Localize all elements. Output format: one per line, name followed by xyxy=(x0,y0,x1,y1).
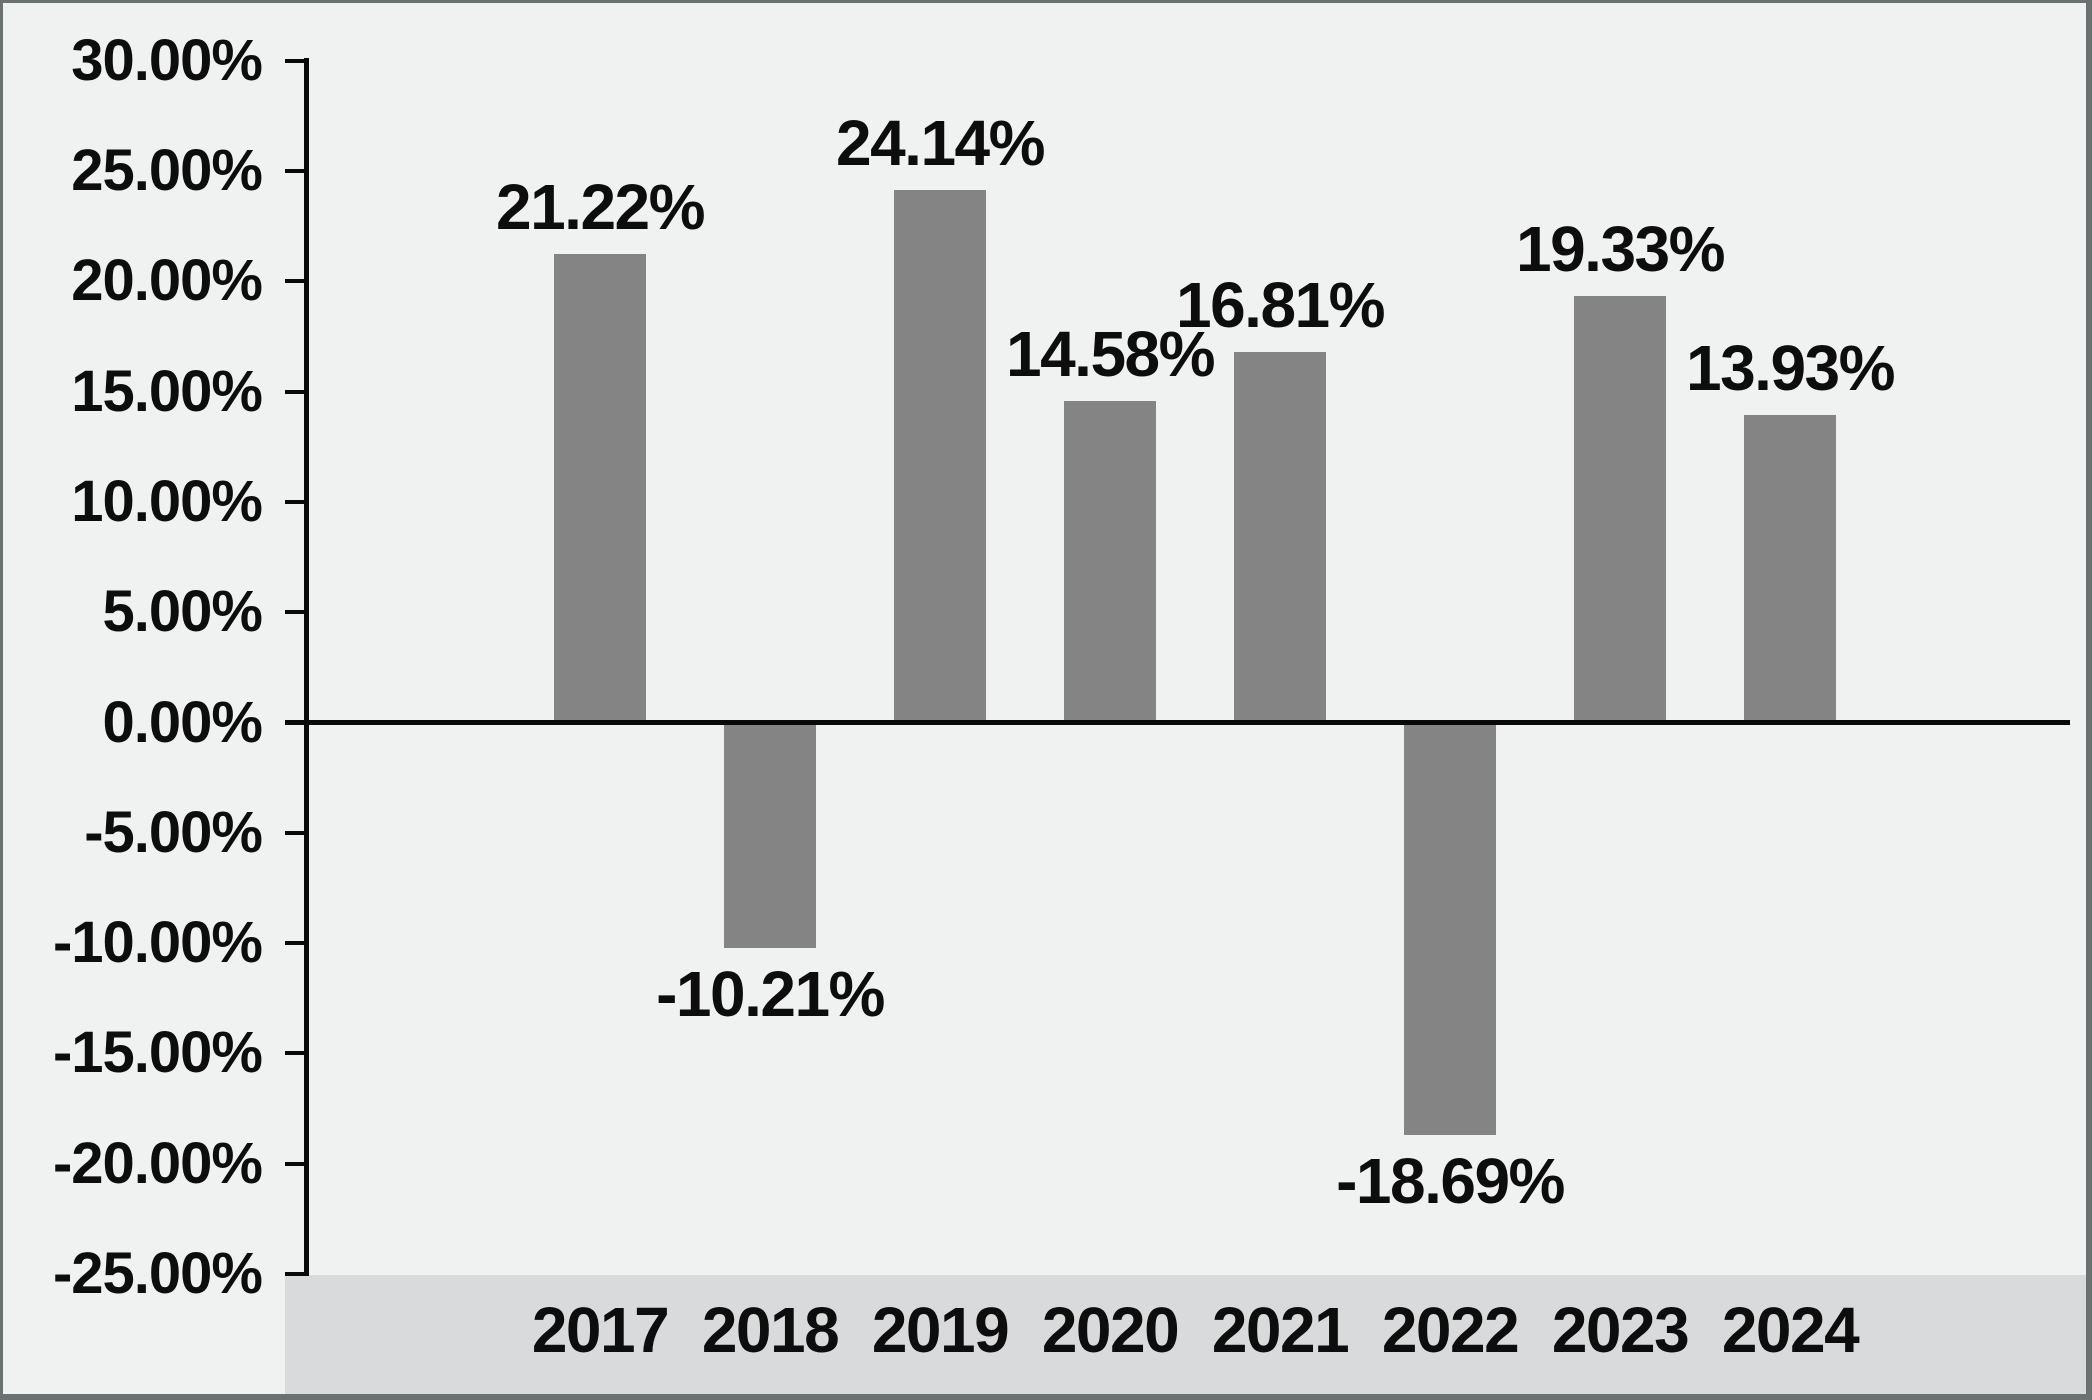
x-axis-label-2022: 2022 xyxy=(1381,1294,1520,1366)
bar-2020 xyxy=(1064,401,1156,723)
y-axis-tick xyxy=(285,390,309,394)
bar-value-label: 21.22% xyxy=(495,171,706,243)
y-axis-tick xyxy=(285,500,309,504)
bar-value-label: 16.81% xyxy=(1175,269,1386,341)
x-axis-label-2019: 2019 xyxy=(871,1294,1010,1366)
bar-value-label: 24.14% xyxy=(835,107,1046,179)
x-axis-label-2018: 2018 xyxy=(701,1294,840,1366)
bar-2021 xyxy=(1234,352,1326,723)
y-axis-label: -15.00% xyxy=(52,1020,263,1085)
y-axis-label: 30.00% xyxy=(71,28,263,93)
x-axis-label-2021: 2021 xyxy=(1211,1294,1350,1366)
y-axis-label: -10.00% xyxy=(52,910,263,975)
x-axis-zero-line xyxy=(285,720,2070,725)
y-axis-label: 15.00% xyxy=(71,359,263,424)
y-axis-label: 25.00% xyxy=(71,138,263,203)
bar-value-label: 14.58% xyxy=(1005,318,1216,390)
frame-border-top xyxy=(0,0,2092,3)
y-axis-tick xyxy=(285,1272,309,1276)
bar-2017 xyxy=(554,254,646,722)
y-axis-line xyxy=(304,58,309,1275)
bar-value-label: -10.21% xyxy=(656,958,885,1030)
y-axis-tick xyxy=(285,941,309,945)
bar-2019 xyxy=(894,190,986,723)
y-axis-label: -5.00% xyxy=(84,800,263,865)
y-axis-label: -25.00% xyxy=(52,1241,263,1306)
x-axis-label-2024: 2024 xyxy=(1721,1294,1860,1366)
y-axis-tick xyxy=(285,1162,309,1166)
x-axis-label-2023: 2023 xyxy=(1551,1294,1690,1366)
x-axis-label-2020: 2020 xyxy=(1041,1294,1180,1366)
x-axis-strip xyxy=(285,1275,2086,1394)
y-axis-label: 10.00% xyxy=(71,469,263,534)
bar-2022 xyxy=(1404,723,1496,1135)
y-axis-tick xyxy=(285,1051,309,1055)
frame-border-left xyxy=(0,0,3,1400)
bar-2024 xyxy=(1744,415,1836,722)
x-axis-label-2017: 2017 xyxy=(531,1294,670,1366)
bar-2023 xyxy=(1574,296,1666,723)
y-axis-tick xyxy=(285,59,309,63)
y-axis-tick xyxy=(285,169,309,173)
y-axis-tick xyxy=(285,831,309,835)
bar-value-label: -18.69% xyxy=(1336,1145,1565,1217)
y-axis-label: 0.00% xyxy=(102,690,263,755)
y-axis-tick xyxy=(285,279,309,283)
bar-value-label: 19.33% xyxy=(1515,213,1726,285)
frame-border-right xyxy=(2086,0,2092,1400)
frame-border-bottom xyxy=(0,1394,2092,1400)
bar-value-label: 13.93% xyxy=(1685,332,1896,404)
y-axis-label: -20.00% xyxy=(52,1131,263,1196)
y-axis-tick xyxy=(285,610,309,614)
bar-2018 xyxy=(724,723,816,948)
y-axis-label: 20.00% xyxy=(71,248,263,313)
y-axis-label: 5.00% xyxy=(102,579,263,644)
